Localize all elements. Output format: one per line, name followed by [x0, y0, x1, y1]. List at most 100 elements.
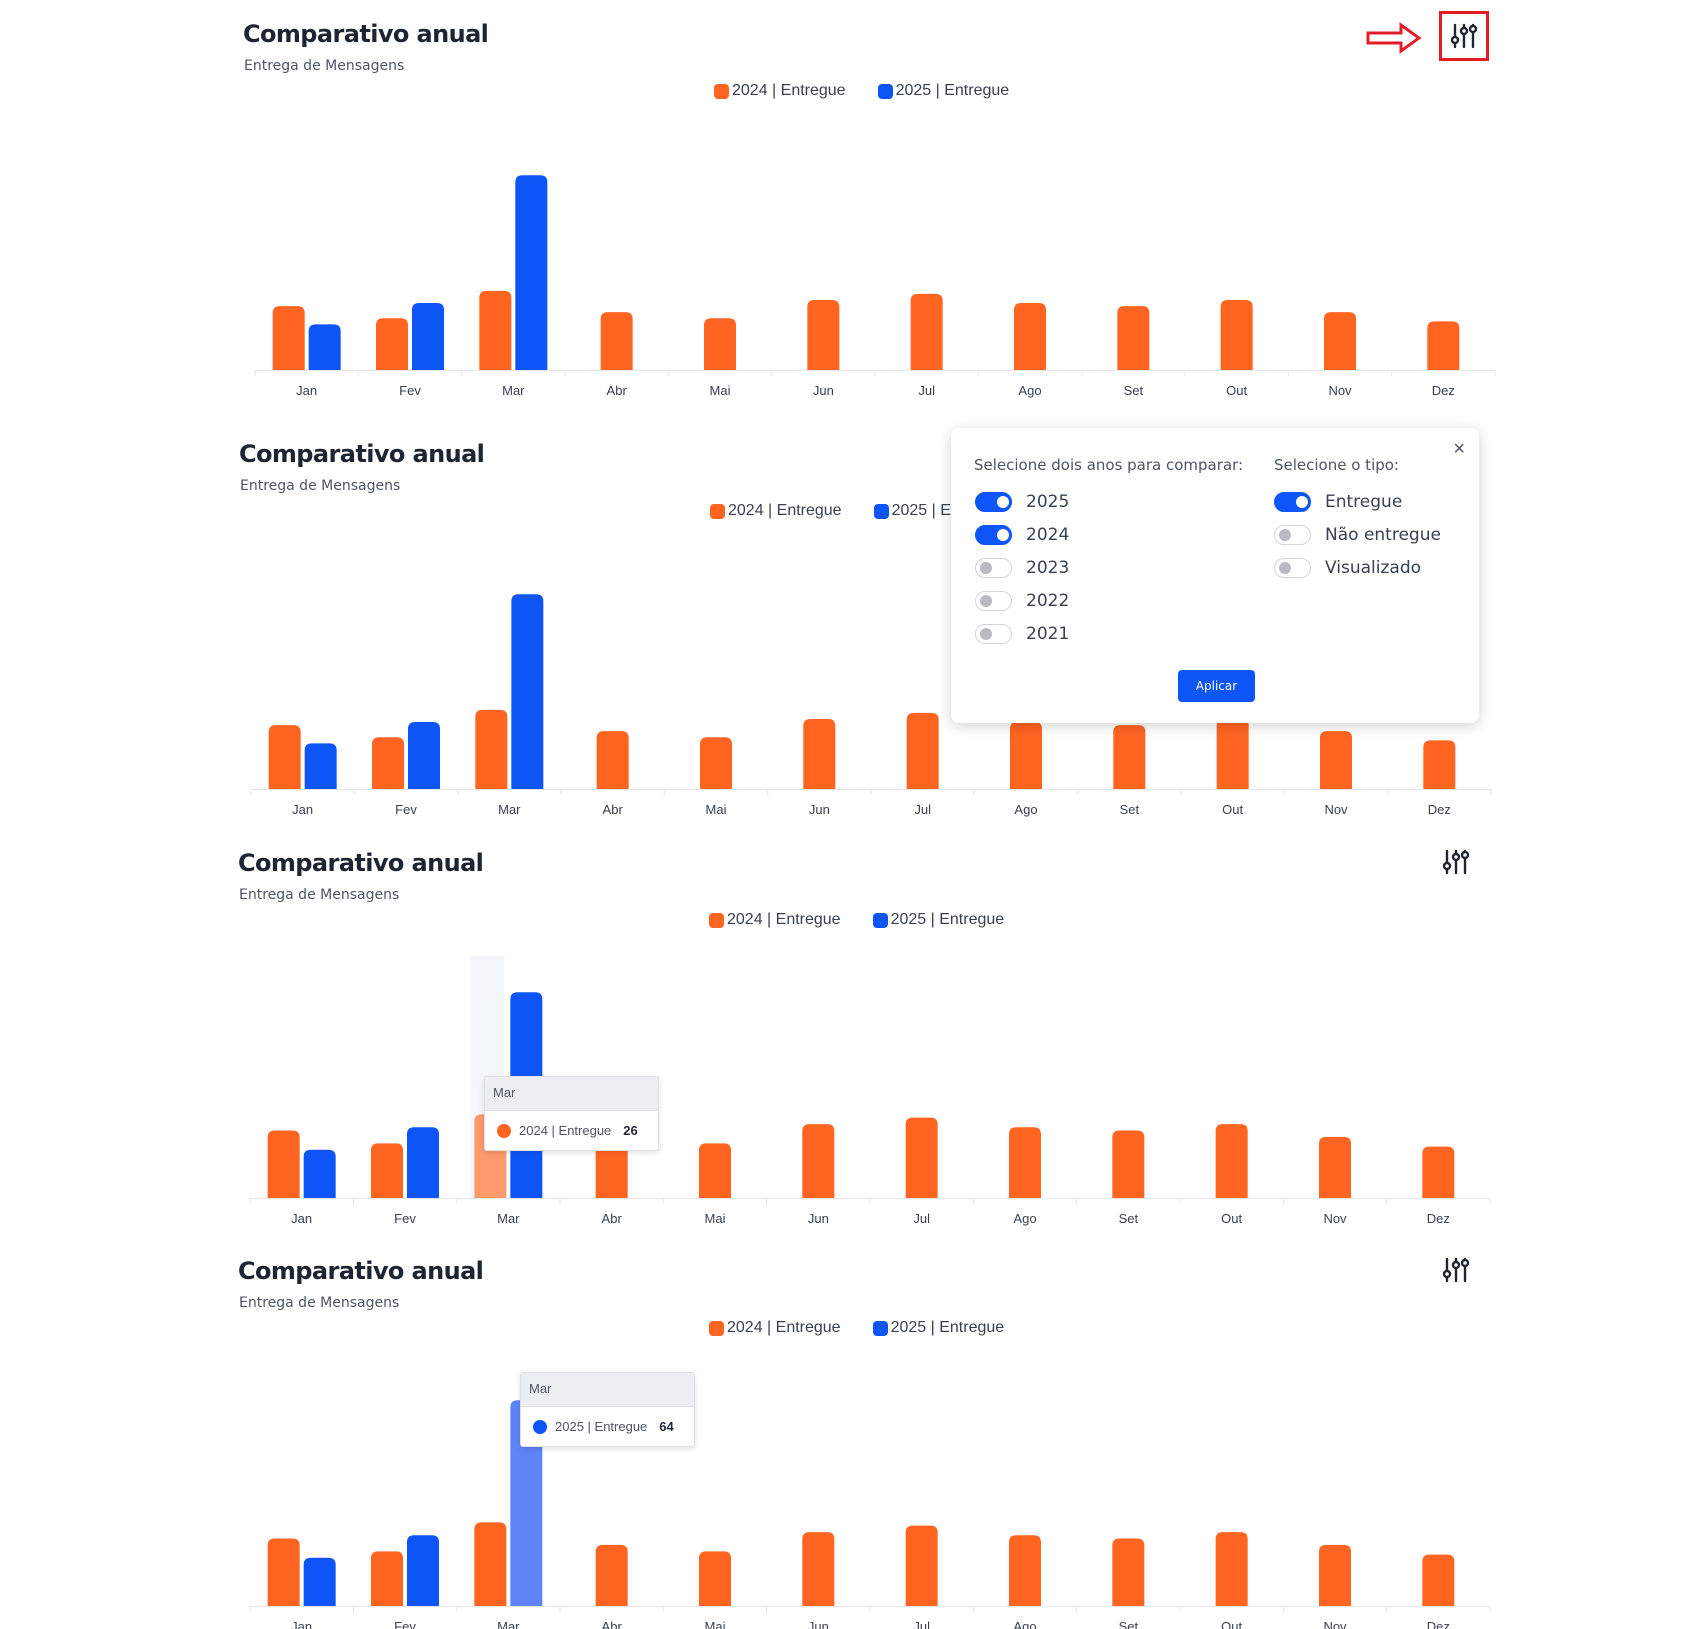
panel-title: Comparativo anual	[243, 20, 489, 48]
bar-2024-set[interactable]	[1112, 1130, 1145, 1199]
year-toggle-2025[interactable]: 2025	[975, 492, 1069, 512]
bar-2025-jan[interactable]	[303, 1557, 336, 1606]
bar-2024-out[interactable]	[1220, 300, 1253, 370]
apply-button[interactable]: Aplicar	[1178, 670, 1255, 702]
bar-2025-fev[interactable]	[407, 1535, 439, 1606]
bar-2024-abr[interactable]	[595, 1136, 628, 1198]
legend-item-2024[interactable]: 2024 | Entregue	[709, 1319, 841, 1337]
tooltip-series: 2024 | Entregue	[519, 1123, 612, 1138]
legend-item-2024[interactable]: 2024 | Entregue	[710, 502, 842, 520]
bar-2025-fev[interactable]	[408, 722, 440, 789]
bar-2024-jul[interactable]	[905, 1117, 938, 1198]
bar-2024-set[interactable]	[1113, 725, 1146, 789]
bar-2025-mar[interactable]	[510, 1400, 543, 1606]
bar-2024-set[interactable]	[1117, 306, 1150, 370]
bar-2024-abr[interactable]	[600, 312, 633, 370]
bar-2024-jan[interactable]	[268, 725, 301, 789]
bar-2024-ago[interactable]	[1010, 722, 1042, 789]
year-toggle-2022[interactable]: 2022	[975, 591, 1069, 611]
bar-2024-ago[interactable]	[1014, 303, 1046, 370]
bar-2024-ago[interactable]	[1009, 1535, 1041, 1606]
toggle-switch[interactable]	[975, 558, 1012, 578]
bar-2024-jan[interactable]	[272, 306, 305, 370]
x-tick-label: Abr	[602, 1211, 623, 1226]
bar-2024-nov[interactable]	[1320, 731, 1352, 789]
year-toggle-2024[interactable]: 2024	[975, 525, 1069, 545]
bar-2024-mai[interactable]	[699, 1551, 731, 1606]
chart-panel-1: Comparativo anual Entrega de Mensagens 2…	[0, 0, 1687, 405]
bar-2024-ago[interactable]	[1009, 1127, 1041, 1198]
bar-2024-jan[interactable]	[267, 1538, 300, 1607]
tooltip-row: 2024 | Entregue 26	[485, 1111, 658, 1150]
bar-2024-set[interactable]	[1112, 1538, 1145, 1607]
bar-2024-mai[interactable]	[704, 318, 736, 370]
bar-2024-mar[interactable]	[479, 290, 512, 370]
close-icon[interactable]: ×	[1453, 438, 1465, 460]
bar-2025-jan[interactable]	[304, 743, 337, 789]
bar-2024-fev[interactable]	[371, 1551, 403, 1606]
bar-2024-dez[interactable]	[1422, 1146, 1455, 1198]
type-toggle-nao-entregue[interactable]: Não entregue	[1274, 525, 1441, 545]
bar-2024-mai[interactable]	[700, 737, 732, 789]
bar-2025-jan[interactable]	[308, 324, 341, 370]
x-tick-label: Fev	[395, 802, 417, 817]
legend-item-2025[interactable]: 2025 | Entregue	[872, 911, 1004, 929]
x-tick-label: Mar	[498, 802, 521, 817]
bar-2024-dez[interactable]	[1422, 1554, 1455, 1606]
filter-button[interactable]	[1439, 11, 1489, 61]
chart-panel-3: Comparativo anual Entrega de Mensagens 2…	[0, 829, 1687, 1234]
toggle-label: 2023	[1026, 558, 1070, 578]
toggle-switch[interactable]	[1274, 558, 1311, 578]
bar-2024-jun[interactable]	[803, 719, 836, 789]
bar-2024-dez[interactable]	[1427, 321, 1460, 370]
filter-button[interactable]	[1440, 846, 1472, 878]
bar-2024-out[interactable]	[1216, 719, 1249, 789]
legend-item-2025[interactable]: 2025 | Entregue	[872, 1319, 1004, 1337]
year-toggle-2023[interactable]: 2023	[975, 558, 1069, 578]
x-tick-label: Ago	[1018, 383, 1041, 398]
bar-2024-out[interactable]	[1215, 1124, 1248, 1198]
x-tick-label: Jun	[808, 1211, 829, 1226]
bar-2024-mai[interactable]	[699, 1143, 731, 1198]
type-toggle-visualizado[interactable]: Visualizado	[1274, 558, 1421, 578]
legend-item-2025[interactable]: 2025 | Entregue	[877, 82, 1009, 100]
bar-2024-nov[interactable]	[1324, 312, 1356, 370]
x-tick-label: Out	[1226, 383, 1247, 398]
bar-2025-fev[interactable]	[412, 303, 444, 370]
bar-2024-jun[interactable]	[802, 1532, 835, 1606]
toggle-switch[interactable]	[1274, 492, 1311, 512]
toggle-switch[interactable]	[975, 624, 1012, 644]
bar-2024-jun[interactable]	[802, 1124, 835, 1198]
filter-button[interactable]	[1440, 1254, 1472, 1286]
bar-2024-out[interactable]	[1215, 1532, 1248, 1606]
bar-2025-fev[interactable]	[407, 1127, 439, 1198]
toggle-switch[interactable]	[975, 492, 1012, 512]
bar-2024-abr[interactable]	[595, 1544, 628, 1606]
bar-2024-fev[interactable]	[376, 318, 408, 370]
toggle-switch[interactable]	[1274, 525, 1311, 545]
bar-2024-abr[interactable]	[596, 731, 629, 789]
bar-2025-mar[interactable]	[515, 175, 548, 370]
bar-2024-jul[interactable]	[906, 712, 939, 789]
type-toggle-entregue[interactable]: Entregue	[1274, 492, 1402, 512]
year-toggle-2021[interactable]: 2021	[975, 624, 1069, 644]
bar-2024-jul[interactable]	[905, 1525, 938, 1606]
bar-2024-jan[interactable]	[267, 1130, 300, 1199]
bar-2024-jun[interactable]	[807, 300, 840, 370]
panel-subtitle: Entrega de Mensagens	[239, 1295, 400, 1311]
bar-2024-nov[interactable]	[1319, 1136, 1351, 1198]
bar-2024-mar[interactable]	[475, 709, 508, 789]
legend-item-2024[interactable]: 2024 | Entregue	[709, 911, 841, 929]
bar-2024-dez[interactable]	[1423, 740, 1456, 789]
bar-2024-mar[interactable]	[474, 1522, 507, 1606]
bar-2025-mar[interactable]	[511, 594, 544, 789]
x-tick-label: Set	[1124, 383, 1144, 398]
bar-2024-nov[interactable]	[1319, 1544, 1351, 1606]
bar-2024-fev[interactable]	[371, 1143, 403, 1198]
legend-item-2024[interactable]: 2024 | Entregue	[714, 82, 846, 100]
toggle-switch[interactable]	[975, 525, 1012, 545]
bar-2024-fev[interactable]	[372, 737, 404, 789]
bar-2025-jan[interactable]	[303, 1149, 336, 1198]
toggle-switch[interactable]	[975, 591, 1012, 611]
bar-2024-jul[interactable]	[910, 293, 943, 370]
